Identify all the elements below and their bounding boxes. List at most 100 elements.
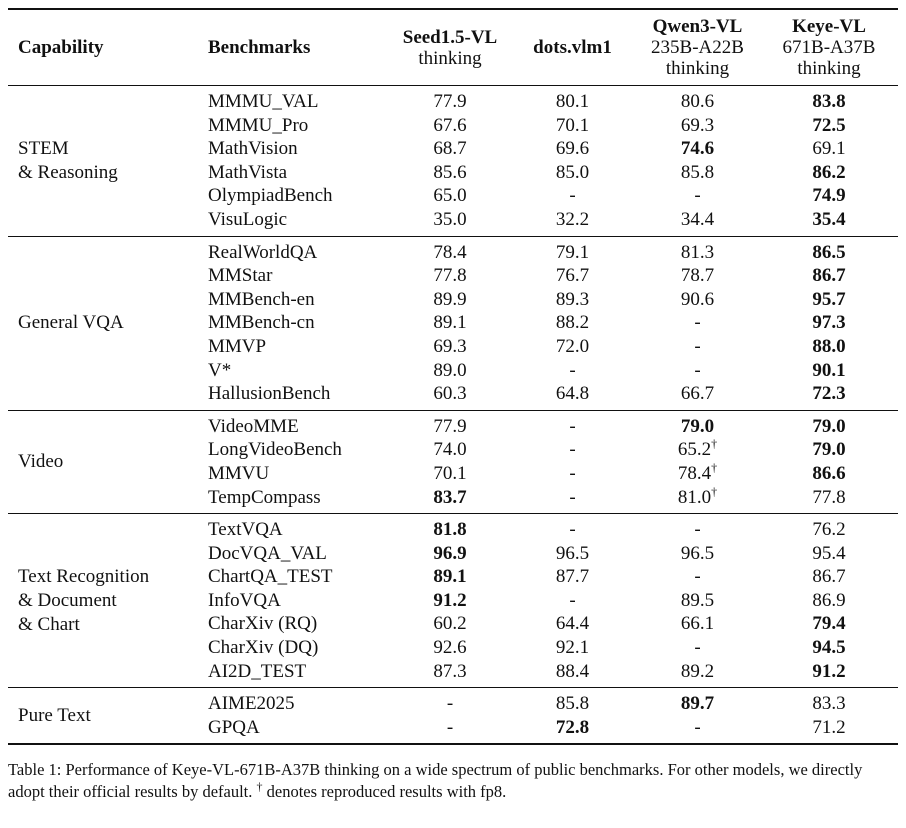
value-cell: 65.0 <box>433 185 467 207</box>
group: Video VideoMME 77.9-79.0 79.0 LongVideoBench… <box>8 410 898 513</box>
value-text: 91.2 <box>433 589 467 611</box>
value-cell: 90.1 <box>760 359 898 383</box>
header-line: thinking <box>665 58 730 79</box>
value-text: 86.5 <box>812 241 846 263</box>
value-cell: - <box>694 716 701 738</box>
value-text: 97.3 <box>812 312 846 334</box>
value-cell: 81.0† <box>635 484 760 514</box>
row: MathVista 85.6 85.0 85.8 86.2 <box>8 161 898 185</box>
value-cell: 70.1 <box>555 114 590 136</box>
value-cell: 77.9 <box>433 91 467 112</box>
benchmark-cell: MMMU_VAL <box>208 91 319 112</box>
header-line: 235B-A22B <box>651 37 744 58</box>
value-cell: 72.8 <box>510 716 635 745</box>
value-text: 74.9 <box>812 185 846 207</box>
header-cell: Capability <box>8 9 198 86</box>
value-cell: 72.0 <box>555 335 590 357</box>
header-row: Capability Benchmarks Seed1.5-VL thinking do… <box>8 9 898 86</box>
value-text: 72.3 <box>812 383 846 405</box>
value-cell: - <box>694 335 701 357</box>
row: CharXiv (RQ) 60.2 64.4 66.1 79.4 <box>8 612 898 636</box>
value-cell: 60.2 <box>433 613 467 635</box>
capability-line: Pure Text <box>18 704 91 726</box>
value-cell: 72.3 <box>760 382 898 410</box>
value-cell: 95.7 <box>760 288 898 312</box>
value-cell: 85.8 <box>555 693 590 715</box>
group: Text Recognition & Document & Chart TextVQA… <box>8 513 898 688</box>
value-text: 81.0 <box>677 486 712 508</box>
value-text: 35.4 <box>812 208 846 230</box>
value-cell: 88.0 <box>760 335 898 359</box>
capability-line: & Chart <box>18 613 80 635</box>
value-cell: 69.3 <box>433 335 467 357</box>
value-cell: 79.0 <box>635 410 760 438</box>
row: Text Recognition & Document & Chart TextVQA… <box>8 514 898 635</box>
row: DocVQA_VAL 96.9 96.5 96.5 95.4 <box>8 542 898 566</box>
value-cell: 79.0 <box>760 410 898 438</box>
benchmark-cell: LongVideoBench <box>208 439 342 461</box>
value-cell: - <box>569 462 576 484</box>
value-cell: 91.2 <box>390 589 510 613</box>
benchmark-cell: ChartQA_TEST <box>208 566 333 588</box>
benchmark-cell: CharXiv (DQ) <box>208 637 319 659</box>
value-cell: 85.6 <box>433 161 467 183</box>
row: AI2D_TEST 87.3 88.4 89.2 91.2 <box>8 660 898 688</box>
value-cell: 79.4 <box>760 612 898 636</box>
value-cell: 69.1 <box>812 138 846 160</box>
capability-line: & Reasoning <box>18 161 118 183</box>
group: STEM & Reasoning MMMU_VAL 77.9 80.1 80.6 83.8 M… <box>8 85 898 237</box>
value-cell: - <box>694 566 701 588</box>
row: V* 89.0 - - 90.1 <box>8 359 898 383</box>
value-cell: 76.7 <box>555 265 590 287</box>
value-cell: 72.5 <box>760 114 898 138</box>
header-line: thinking <box>797 58 861 79</box>
value-cell: 81.8 <box>390 514 510 542</box>
row: VisuLogic 35.0 32.2 34.4 35.4 <box>8 208 898 236</box>
value-text: 81.8 <box>433 519 467 541</box>
caption-text: denotes reproduced results with fp8. <box>262 782 507 802</box>
value-cell: - <box>569 359 576 381</box>
value-cell: 86.7 <box>812 566 846 588</box>
benchmark-cell: CharXiv (RQ) <box>208 613 318 635</box>
value-cell: 80.1 <box>555 91 590 112</box>
value-cell: 89.1 <box>390 565 510 589</box>
value-mark: † <box>711 460 718 475</box>
benchmark-cell: MMVU <box>208 462 270 484</box>
value-cell: 77.8 <box>812 486 846 508</box>
benchmark-cell: TextVQA <box>208 519 283 541</box>
value-cell: 91.2 <box>760 660 898 688</box>
benchmark-cell: HallusionBench <box>208 383 331 405</box>
header: Capability Benchmarks Seed1.5-VL thinking do… <box>8 9 898 86</box>
value-cell: - <box>569 415 576 437</box>
row: OlympiadBench 65.0 - - 74.9 <box>8 184 898 208</box>
row: TempCompass 83.7 - 81.0† 77.8 <box>8 484 898 514</box>
value-cell: 67.6 <box>433 114 467 136</box>
value-cell: 78.4 <box>433 241 467 263</box>
value-cell: - <box>694 185 701 207</box>
value-cell: - <box>694 519 701 541</box>
value-mark: † <box>711 484 718 499</box>
value-cell: 80.6 <box>680 91 715 112</box>
group: Pure Text AIME2025 - 85.8 89.7 83.3 GPQA - 72.8 -… <box>8 687 898 745</box>
value-cell: - <box>569 185 576 207</box>
benchmark-cell: AI2D_TEST <box>208 660 307 682</box>
value-text: 90.1 <box>812 359 846 381</box>
value-cell: 69.3 <box>680 114 715 136</box>
value-cell: 90.6 <box>680 288 715 310</box>
value-cell: - <box>694 359 701 381</box>
value-text: 79.0 <box>812 415 846 437</box>
value-cell: - <box>569 589 576 611</box>
value-cell: 74.9 <box>760 184 898 208</box>
value-cell: 96.5 <box>555 542 590 564</box>
value-cell: 83.8 <box>760 86 898 114</box>
capability-line: General VQA <box>18 312 124 334</box>
value-text: 83.7 <box>433 486 467 508</box>
benchmark-cell: MMMU_Pro <box>208 114 309 136</box>
row: MMVP 69.3 72.0 - 88.0 <box>8 335 898 359</box>
row: Video VideoMME 77.9-79.0 79.0 <box>8 410 898 472</box>
value-cell: - <box>569 486 576 508</box>
value-cell: 95.4 <box>812 542 846 564</box>
value-cell: 70.1 <box>433 462 467 484</box>
row: Pure Text AIME2025 - 85.8 89.7 83.3 <box>8 688 898 726</box>
value-text: 65.2 <box>677 439 712 461</box>
